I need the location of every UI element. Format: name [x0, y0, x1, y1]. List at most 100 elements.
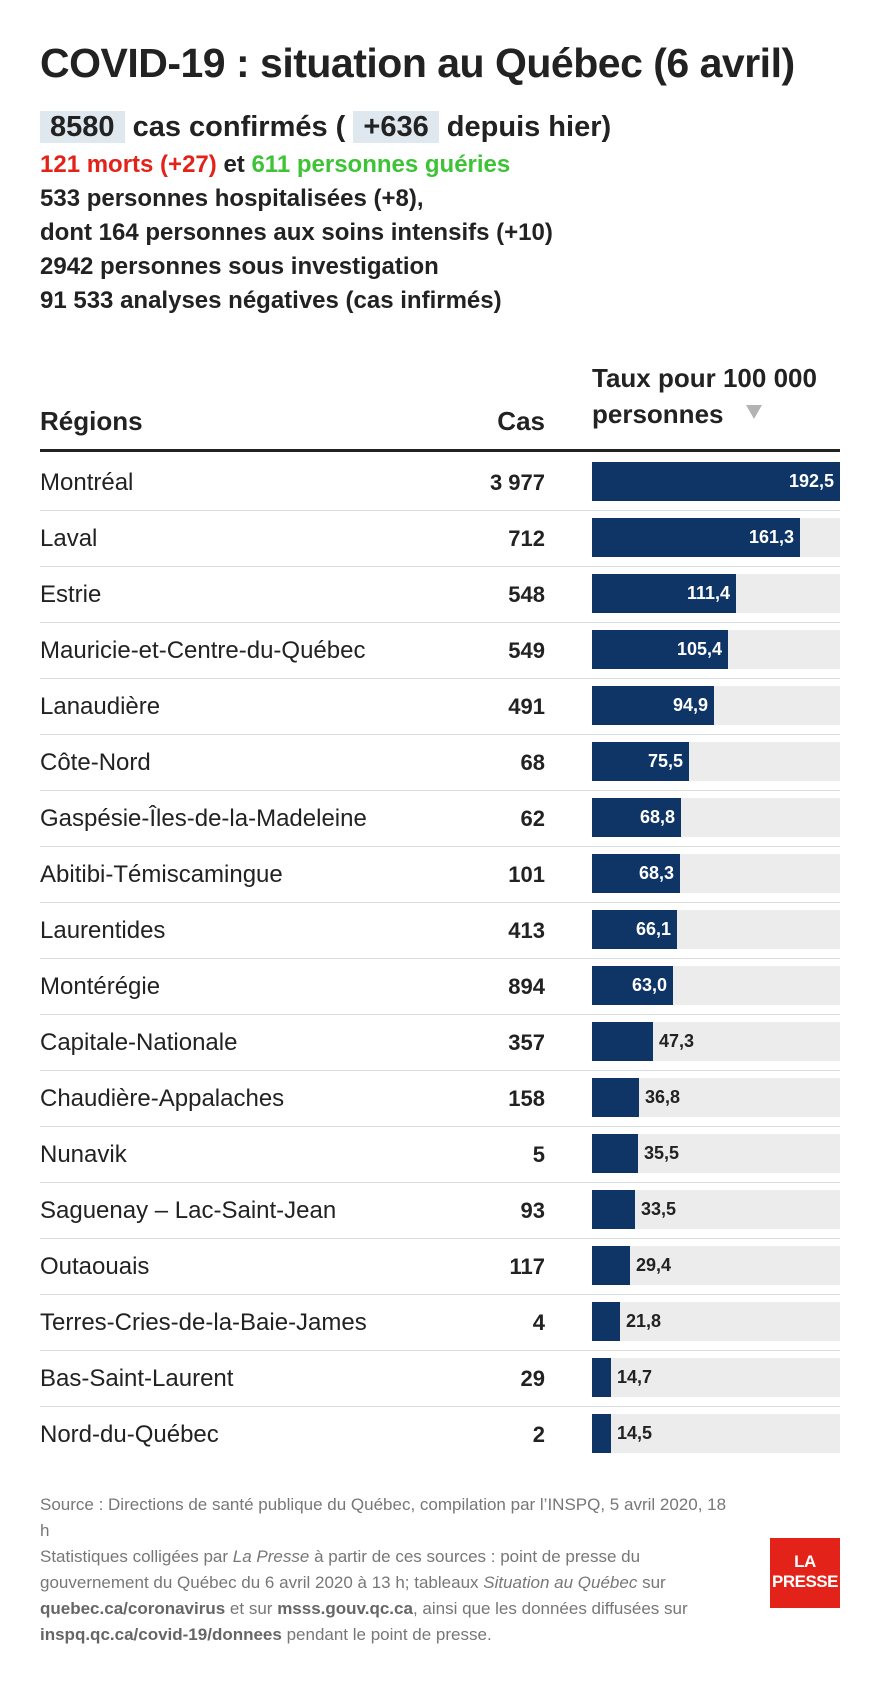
region-name: Chaudière-Appalaches [40, 1085, 285, 1112]
recovered-stat: 611 personnes guéries [251, 151, 511, 178]
link-inspq[interactable]: inspq.qc.ca/covid-19/donnees [40, 1625, 282, 1644]
table-row: Chaudière-Appalaches 158 36,8 [40, 1071, 840, 1127]
rate-bar-track: 105,4 [592, 630, 840, 669]
negative-tests-stat: 91 533 analyses négatives (cas infirmés) [40, 287, 502, 314]
confirmed-count: 8580 [40, 111, 125, 143]
case-count: 5 [532, 1142, 545, 1167]
case-count: 549 [508, 638, 545, 663]
region-name: Montréal [40, 469, 134, 496]
rate-bar [592, 1246, 630, 1285]
column-header-cases: Cas [497, 406, 545, 436]
link-msss[interactable]: msss.gouv.qc.ca [277, 1599, 413, 1618]
logo-line2: PRESSE [772, 1572, 838, 1591]
case-count: 548 [508, 582, 545, 607]
table-row: Nunavik 5 35,5 [40, 1127, 840, 1183]
rate-bar [592, 798, 681, 837]
case-count: 413 [508, 918, 545, 943]
case-count: 101 [508, 862, 545, 887]
rate-bar-track: 66,1 [592, 910, 840, 949]
table-row: Nord-du-Québec 2 14,5 [40, 1407, 840, 1463]
table-name: Situation au Québec [483, 1573, 638, 1592]
intensive-care-stat: dont 164 personnes aux soins intensifs (… [40, 219, 553, 246]
investigation-stat: 2942 personnes sous investigation [40, 253, 439, 280]
table-row: Mauricie-et-Centre-du-Québec 549 105,4 [40, 623, 840, 679]
table-row: Terres-Cries-de-la-Baie-James 4 21,8 [40, 1295, 840, 1351]
rate-bar-label: 105,4 [676, 639, 722, 659]
rate-bar [592, 742, 689, 781]
and-on-word: et sur [229, 1599, 273, 1618]
rate-bar-label: 192,5 [788, 471, 834, 491]
case-count: 491 [508, 694, 545, 719]
source-note: Source : Directions de santé publique du… [40, 1495, 727, 1540]
rate-bar-label: 14,7 [617, 1367, 653, 1387]
case-count: 93 [520, 1198, 545, 1223]
rate-bar [592, 854, 680, 893]
table-row: Saguenay – Lac-Saint-Jean 93 33,5 [40, 1183, 840, 1239]
link-quebec-coronavirus[interactable]: quebec.ca/coronavirus [40, 1599, 226, 1618]
and-word: et [223, 151, 245, 178]
deaths-recovered-line: 121 morts (+27) et 611 personnes guéries [40, 148, 840, 182]
logo-line1: LA [794, 1552, 816, 1571]
region-name: Laurentides [40, 917, 166, 944]
rate-bar-track: 94,9 [592, 686, 840, 725]
case-count: 712 [508, 526, 545, 551]
rate-bar [592, 966, 673, 1005]
rate-bar [592, 1190, 635, 1229]
rate-bar [592, 1134, 638, 1173]
hospitalized-stat: 533 personnes hospitalisées (+8), [40, 185, 424, 212]
column-header-rate[interactable]: Taux pour 100 000 personnes [592, 360, 852, 432]
region-name: Mauricie-et-Centre-du-Québec [40, 637, 366, 664]
table-row: Estrie 548 111,4 [40, 567, 840, 623]
rate-bar [592, 1358, 611, 1397]
rate-header-line1: Taux pour 100 000 [592, 363, 817, 393]
footer-notes: Source : Directions de santé publique du… [40, 1492, 730, 1648]
on-word: sur [642, 1573, 666, 1592]
rate-bar-track: 35,5 [592, 1134, 840, 1173]
case-count: 158 [508, 1086, 545, 1111]
table-row: Outaouais 117 29,4 [40, 1239, 840, 1295]
region-name: Terres-Cries-de-la-Baie-James [40, 1309, 367, 1336]
rate-bar-track: 14,7 [592, 1358, 840, 1397]
region-table: Montréal 3 977 192,5 Laval 712 161,3 Estrie 548… [40, 455, 840, 1463]
table-row: Montréal 3 977 192,5 [40, 455, 840, 511]
rate-bar-track: 29,4 [592, 1246, 840, 1285]
rate-bar [592, 910, 677, 949]
stats-note: Statistiques colligées par La Presse à p… [40, 1544, 730, 1648]
stats-prefix: Statistiques colligées par [40, 1547, 229, 1566]
region-name: Estrie [40, 581, 102, 608]
region-name: Saguenay – Lac-Saint-Jean [40, 1197, 337, 1224]
rate-bar-label: 35,5 [644, 1143, 680, 1163]
table-header: Régions Cas Taux pour 100 000 personnes [40, 360, 840, 452]
region-name: Capitale-Nationale [40, 1029, 238, 1056]
rate-bar-label: 161,3 [748, 527, 794, 547]
region-name: Outaouais [40, 1253, 150, 1280]
rate-bar [592, 574, 736, 613]
rate-bar-label: 75,5 [647, 751, 683, 771]
table-row: Capitale-Nationale 357 47,3 [40, 1015, 840, 1071]
region-name: Lanaudière [40, 693, 161, 720]
deaths-stat: 121 morts (+27) [40, 151, 217, 178]
region-name: Montérégie [40, 973, 161, 1000]
region-name: Abitibi-Témiscamingue [40, 861, 283, 888]
column-header-regions: Régions [40, 406, 143, 436]
rate-header-line2: personnes [592, 399, 724, 429]
rate-bar [592, 462, 840, 501]
rate-bar-label: 21,8 [626, 1311, 662, 1331]
region-name: Côte-Nord [40, 749, 151, 776]
table-row: Laval 712 161,3 [40, 511, 840, 567]
case-count: 894 [508, 974, 545, 999]
rate-bar-track: 47,3 [592, 1022, 840, 1061]
case-count: 2 [532, 1422, 545, 1447]
case-count: 68 [520, 750, 545, 775]
case-count: 3 977 [489, 470, 545, 495]
rate-bar-label: 47,3 [659, 1031, 695, 1051]
region-name: Bas-Saint-Laurent [40, 1365, 234, 1392]
case-count: 29 [520, 1366, 545, 1391]
summary-stats: 8580 cas confirmés ( +636 depuis hier) 1… [40, 106, 840, 318]
rate-bar-track: 192,5 [592, 462, 840, 501]
rate-bar-label: 66,1 [635, 919, 671, 939]
rate-bar [592, 1078, 639, 1117]
case-count: 357 [508, 1030, 545, 1055]
sort-descending-icon[interactable] [745, 405, 762, 419]
confirmed-text: cas confirmés ( [132, 111, 346, 143]
